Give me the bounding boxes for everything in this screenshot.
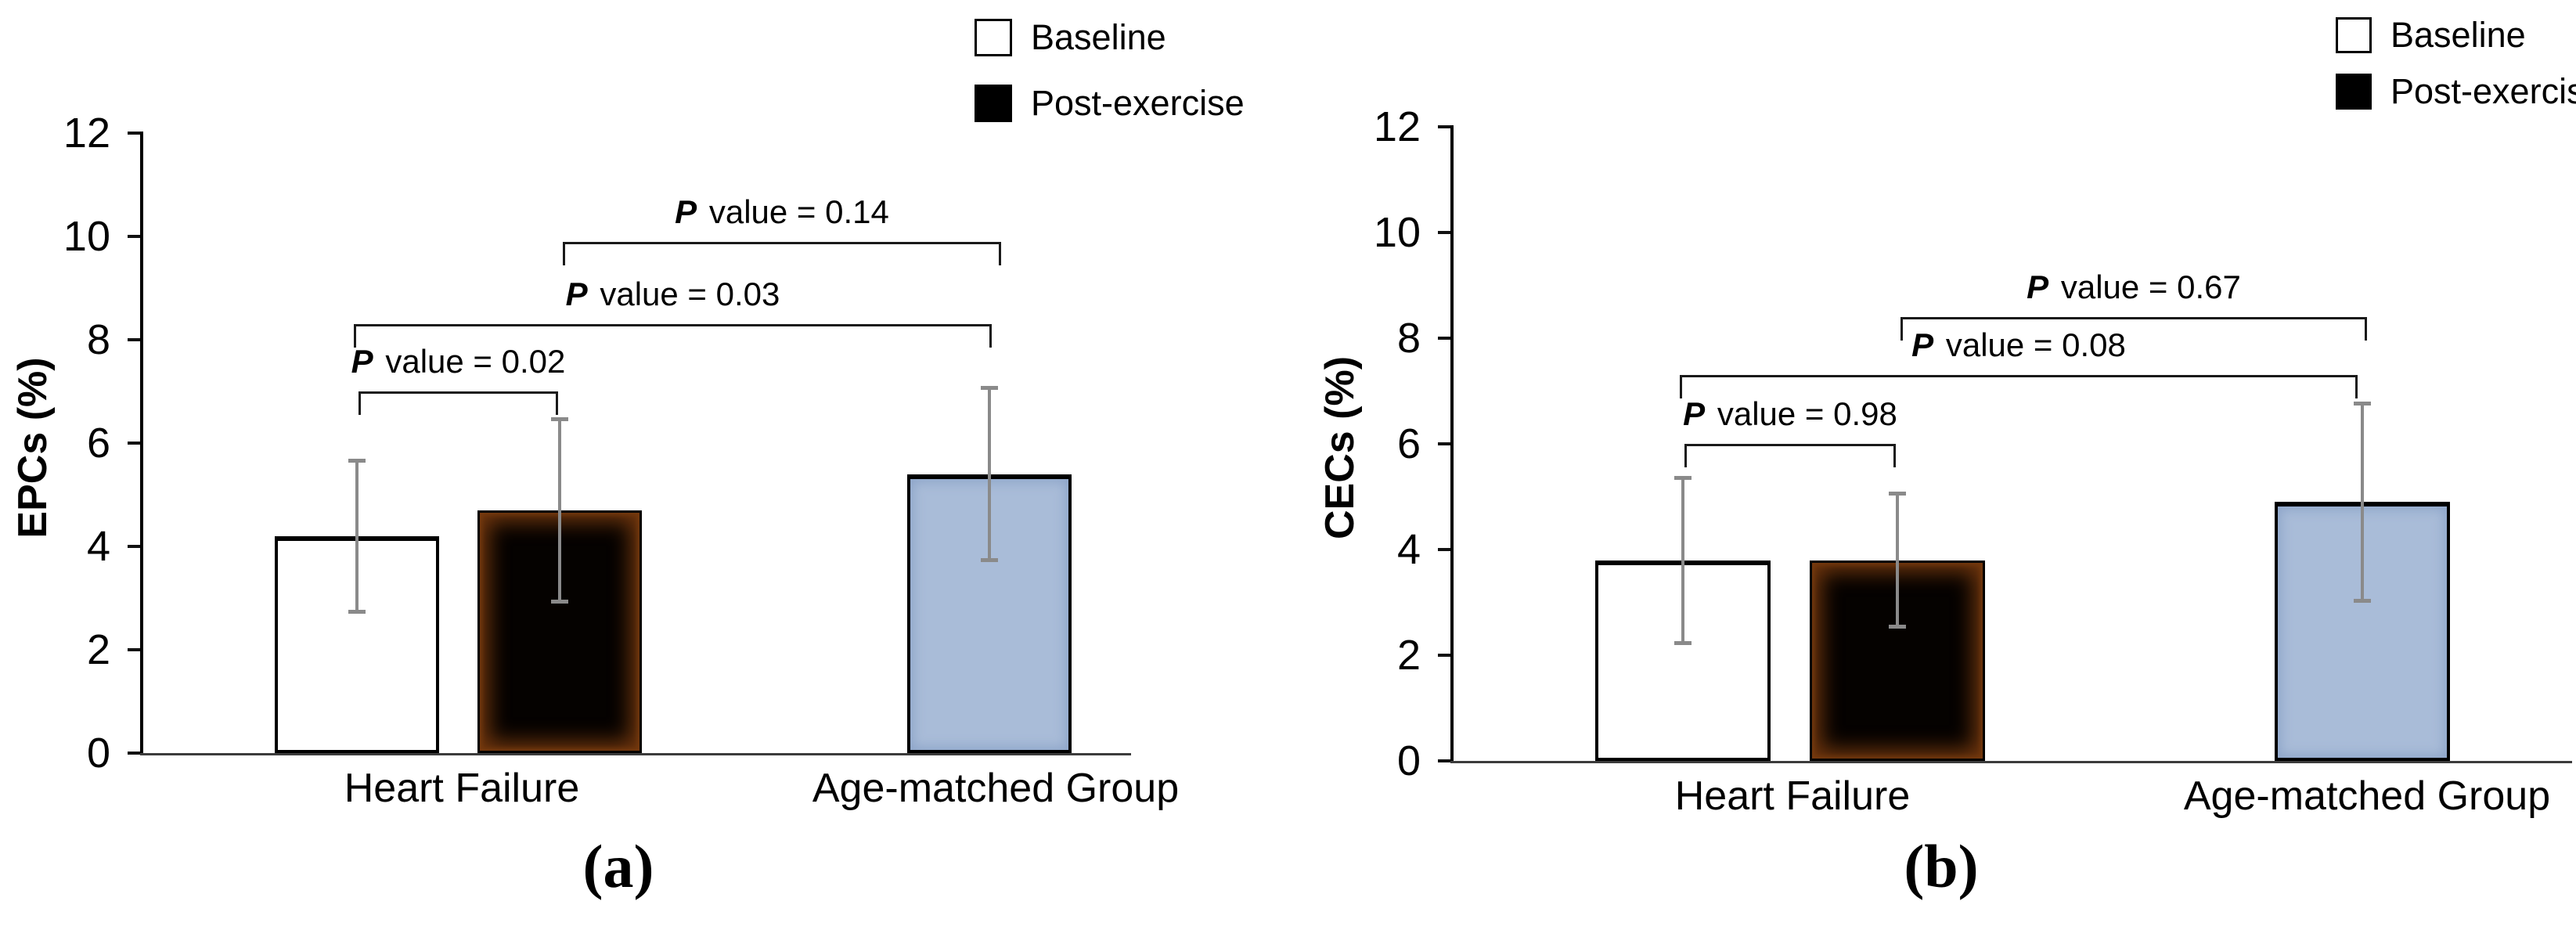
x-category-label-age-matched-group: Age-matched Group bbox=[2183, 773, 2551, 819]
error-bar-line bbox=[1681, 475, 1684, 645]
bracket-end-tick bbox=[2365, 317, 2367, 341]
y-tick-mark bbox=[1438, 231, 1450, 234]
legend-swatch-baseline bbox=[975, 19, 1012, 56]
p-value-label: P value = 0.02 bbox=[351, 343, 566, 380]
y-tick-label: 2 bbox=[1396, 632, 1421, 679]
p-value-label: P value = 0.03 bbox=[565, 276, 780, 313]
error-bar-cap-top bbox=[551, 417, 568, 421]
significance-bracket bbox=[563, 241, 1001, 244]
y-tick-mark bbox=[1438, 548, 1450, 551]
y-tick-label: 12 bbox=[1373, 103, 1421, 150]
y-tick-mark bbox=[1438, 759, 1450, 762]
significance-bracket bbox=[358, 391, 558, 394]
bracket-end-tick bbox=[989, 324, 992, 348]
bracket-end-tick bbox=[1900, 317, 1903, 341]
error-bar-line bbox=[355, 458, 358, 614]
y-tick-label: 8 bbox=[1396, 315, 1421, 362]
y-tick-mark bbox=[1438, 654, 1450, 657]
error-bar-cap-bottom bbox=[2354, 598, 2371, 603]
y-tick-mark bbox=[128, 338, 140, 341]
y-tick-mark bbox=[128, 442, 140, 445]
y-tick-mark bbox=[128, 648, 140, 651]
bracket-end-tick bbox=[999, 241, 1001, 265]
legend-label-baseline: Baseline bbox=[2390, 15, 2526, 55]
y-tick-mark bbox=[128, 545, 140, 548]
y-tick-label: 2 bbox=[86, 626, 110, 673]
error-bar-line bbox=[1896, 491, 1899, 629]
y-tick-label: 6 bbox=[86, 420, 110, 467]
x-category-label-age-matched-group: Age-matched Group bbox=[812, 766, 1180, 811]
y-axis-label: EPCs (%) bbox=[10, 357, 56, 539]
y-tick-mark bbox=[1438, 125, 1450, 128]
y-axis-line bbox=[140, 132, 143, 755]
panel-caption-a: (a) bbox=[582, 832, 654, 900]
y-tick-label: 10 bbox=[63, 213, 110, 260]
significance-bracket bbox=[1684, 444, 1896, 446]
p-value-label: P value = 0.08 bbox=[1911, 326, 2126, 364]
x-category-label-heart-failure: Heart Failure bbox=[344, 766, 580, 811]
y-tick-mark bbox=[1438, 442, 1450, 445]
y-tick-label: 4 bbox=[86, 523, 110, 570]
significance-bracket bbox=[354, 324, 992, 327]
y-tick-label: 10 bbox=[1373, 209, 1421, 256]
error-bar-cap-top bbox=[2354, 402, 2371, 406]
y-tick-label: 0 bbox=[86, 730, 110, 777]
error-bar-cap-bottom bbox=[981, 557, 998, 562]
bracket-end-tick bbox=[1684, 444, 1687, 467]
error-bar-cap-top bbox=[981, 386, 998, 391]
y-tick-mark bbox=[1438, 337, 1450, 340]
legend-swatch-post-exercise bbox=[2336, 74, 2372, 110]
error-bar-cap-top bbox=[1889, 491, 1906, 496]
error-bar-line bbox=[988, 386, 991, 562]
bracket-end-tick bbox=[2355, 375, 2358, 399]
y-tick-label: 12 bbox=[63, 110, 110, 157]
error-bar-cap-bottom bbox=[1674, 640, 1692, 645]
bracket-end-tick bbox=[354, 324, 356, 348]
y-axis-line bbox=[1450, 125, 1454, 762]
y-tick-label: 4 bbox=[1396, 526, 1421, 573]
legend-swatch-post-exercise bbox=[975, 85, 1012, 122]
error-bar-line bbox=[2361, 402, 2364, 603]
p-value-label: P value = 0.67 bbox=[2027, 269, 2241, 305]
y-tick-label: 8 bbox=[86, 316, 110, 363]
bracket-end-tick bbox=[556, 391, 558, 415]
error-bar-cap-top bbox=[1674, 475, 1692, 480]
error-bar-cap-bottom bbox=[551, 599, 568, 604]
bracket-end-tick bbox=[1893, 444, 1896, 467]
significance-bracket bbox=[1900, 317, 2367, 319]
error-bar-cap-bottom bbox=[348, 609, 366, 614]
bracket-end-tick bbox=[563, 241, 565, 265]
significance-bracket bbox=[1680, 375, 2358, 378]
y-tick-label: 6 bbox=[1396, 420, 1421, 467]
x-axis-line bbox=[140, 753, 1131, 755]
bracket-end-tick bbox=[1680, 375, 1682, 399]
y-tick-mark bbox=[128, 752, 140, 755]
x-axis-line bbox=[1450, 761, 2572, 763]
error-bar-cap-top bbox=[348, 458, 366, 463]
y-axis-label: CECs (%) bbox=[1317, 355, 1363, 540]
legend-swatch-baseline bbox=[2336, 17, 2372, 53]
y-tick-mark bbox=[128, 132, 140, 135]
legend-label-post-exercise: Post-exercise bbox=[2390, 71, 2576, 111]
legend-label-baseline: Baseline bbox=[1031, 17, 1166, 57]
p-value-label: P value = 0.14 bbox=[675, 193, 889, 230]
error-bar-cap-bottom bbox=[1889, 625, 1906, 629]
x-category-label-heart-failure: Heart Failure bbox=[1674, 773, 1911, 819]
y-tick-label: 0 bbox=[1396, 737, 1421, 784]
p-value-label: P value = 0.98 bbox=[1683, 395, 1897, 432]
legend-label-post-exercise: Post-exercise bbox=[1031, 83, 1245, 123]
y-tick-mark bbox=[128, 235, 140, 238]
error-bar-line bbox=[558, 417, 561, 604]
bracket-end-tick bbox=[358, 391, 361, 415]
panel-caption-b: (b) bbox=[1904, 832, 1979, 900]
